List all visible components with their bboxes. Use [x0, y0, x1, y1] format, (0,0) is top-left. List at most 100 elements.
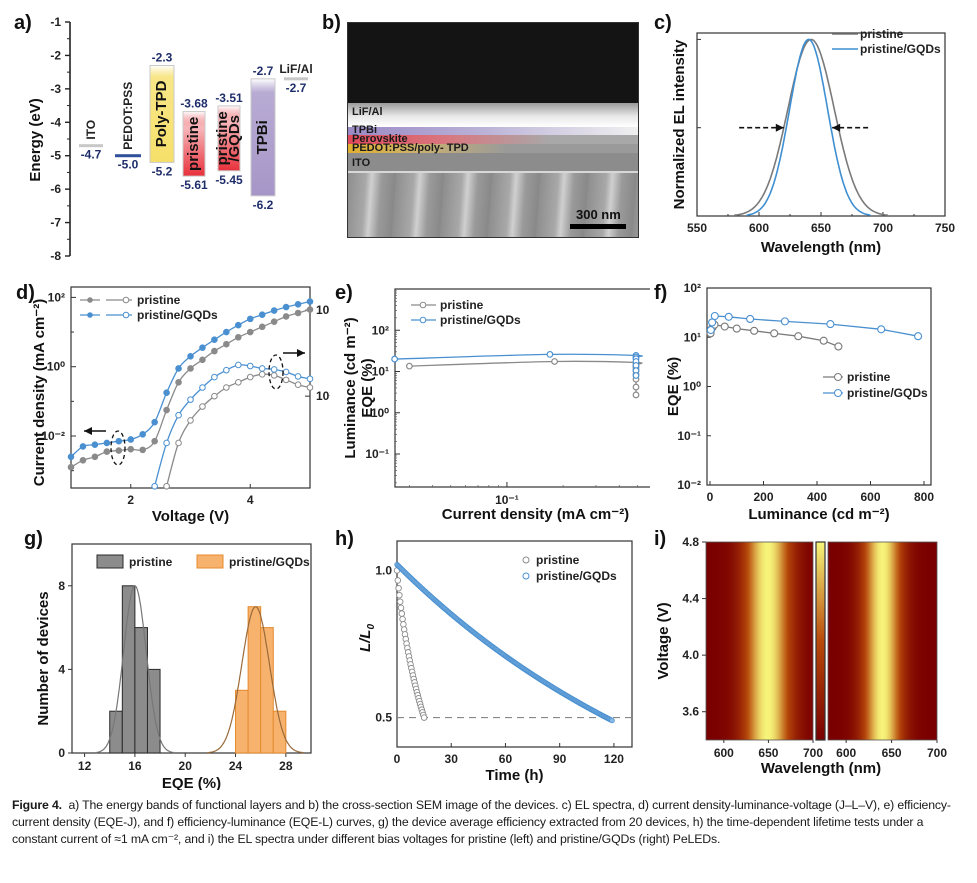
data-point-pristine [399, 615, 406, 623]
x-tick-label: 2 [127, 493, 134, 507]
x-tick-label: 4 [247, 493, 254, 507]
band-bottom-label: -6.2 [253, 198, 274, 212]
panel-label-c: c) [654, 12, 672, 34]
x-tick-label: 120 [604, 752, 624, 766]
y-tick-label: -3 [50, 82, 61, 96]
data-point [270, 366, 278, 373]
y-tick-label: 10¹ [372, 365, 389, 379]
data-point [258, 371, 266, 378]
heatmap-pristine-GQDs [827, 541, 938, 741]
data-point [306, 375, 314, 383]
data-point [246, 315, 254, 323]
plot-frame [696, 32, 946, 217]
data-point [306, 306, 314, 313]
data-point [282, 313, 290, 320]
data-point [163, 389, 170, 396]
panel-label-g: g) [24, 528, 43, 550]
legend-label: pristine/GQDs [860, 42, 941, 56]
jlv-chart: 2 4 10² 10⁰ 10⁻² 10⁴ 10² Voltage (V) Current den… [31, 286, 330, 525]
data-point [223, 328, 230, 336]
data-point-pristine-GQDs [609, 717, 615, 724]
data-point [270, 307, 278, 314]
dashed-ellipse-luminance [268, 354, 284, 390]
eqe-histogram: 12 16 20 24 28 0 4 8 EQE (%) Number of devices pri… [35, 543, 312, 790]
series-line-pristine [734, 38, 889, 217]
x-axis-label: Luminance (cd m⁻²) [748, 506, 889, 523]
legend-label: pristine [129, 555, 173, 569]
y-axis-label: Number of devices [35, 591, 52, 725]
data-point [258, 365, 266, 372]
scale-bar-label: 300 nm [576, 207, 621, 222]
y-tick-label: -4 [50, 115, 61, 129]
data-point [175, 439, 182, 447]
x-tick-label: 30 [445, 752, 459, 766]
data-point [139, 430, 146, 438]
data-point [127, 445, 135, 453]
legend-label: pristine [440, 298, 484, 312]
data-point [732, 324, 741, 333]
band-tpbi [250, 78, 276, 197]
panel-label-i: i) [654, 528, 667, 550]
gaussian-fit-pristine-GQDs [207, 606, 304, 754]
panel-label-b: b) [322, 12, 341, 34]
x-tick-label: 90 [553, 752, 567, 766]
band-name: ITO [84, 120, 98, 140]
data-point [877, 325, 886, 334]
histogram-bar-pristine-GQDs [272, 710, 287, 754]
legend-label: pristine [536, 553, 580, 567]
band-level-0 [79, 144, 103, 148]
arrow-left-axis-head [84, 427, 92, 435]
y-axis-label: EQE (%) [359, 358, 376, 417]
band-bottom-label: -5.61 [180, 178, 208, 192]
y-tick-label: -2 [50, 48, 61, 62]
data-point [199, 344, 206, 351]
legend-label: pristine [137, 293, 181, 307]
x-tick-label: 650 [758, 746, 778, 760]
lifetime-chart: 0 30 60 90 120 0.5 1.0 Time (h) L/L0 pristine pris… [357, 540, 633, 784]
plot-frame [396, 540, 633, 748]
figure-caption: Figure 4. a) The energy bands of functio… [12, 797, 967, 848]
data-point [746, 314, 755, 324]
y-tick-label: 4.4 [682, 592, 699, 606]
y-tick-label: -5 [50, 149, 61, 163]
data-point [79, 443, 87, 450]
figure-number: Figure 4. [12, 798, 62, 812]
legend-label: pristine/GQDs [536, 569, 617, 583]
y-tick-label: 4 [58, 662, 65, 676]
y-axis-label: Voltage (V) [655, 602, 672, 679]
x-tick-label: 700 [927, 746, 947, 760]
legend-swatch [196, 554, 224, 569]
data-point [246, 373, 254, 381]
scale-bar [570, 224, 626, 229]
x-tick-label: 550 [687, 221, 707, 235]
band-name: pristine [185, 117, 202, 171]
legend-marker [834, 373, 842, 381]
legend-label: pristine/GQDs [847, 386, 928, 400]
y-tick-label: 10⁰ [47, 360, 65, 374]
data-point [294, 373, 302, 380]
x-tick-label: 400 [807, 490, 827, 504]
y-tick-label: 0 [58, 746, 65, 760]
data-point [270, 372, 278, 379]
legend-marker [419, 316, 427, 324]
x-axis-label: Current density (mA cm⁻²) [442, 506, 629, 523]
data-point [67, 463, 75, 471]
data-point [551, 358, 558, 365]
y-tick-label: 10² [684, 281, 701, 295]
data-point [115, 447, 123, 454]
data-point [306, 298, 314, 305]
data-point [258, 311, 266, 319]
band-level-1 [115, 154, 141, 158]
data-point [115, 437, 123, 445]
x-tick-label: 650 [811, 221, 831, 235]
band-bottom-label: -2.7 [286, 81, 307, 95]
data-point [199, 403, 206, 410]
data-point [91, 453, 99, 461]
data-point [246, 328, 254, 336]
data-point [405, 362, 413, 370]
y-tick-label: -7 [50, 216, 61, 230]
panel-label-a: a) [14, 12, 32, 34]
data-point [632, 383, 640, 391]
band-pristine-gqds [217, 105, 241, 172]
